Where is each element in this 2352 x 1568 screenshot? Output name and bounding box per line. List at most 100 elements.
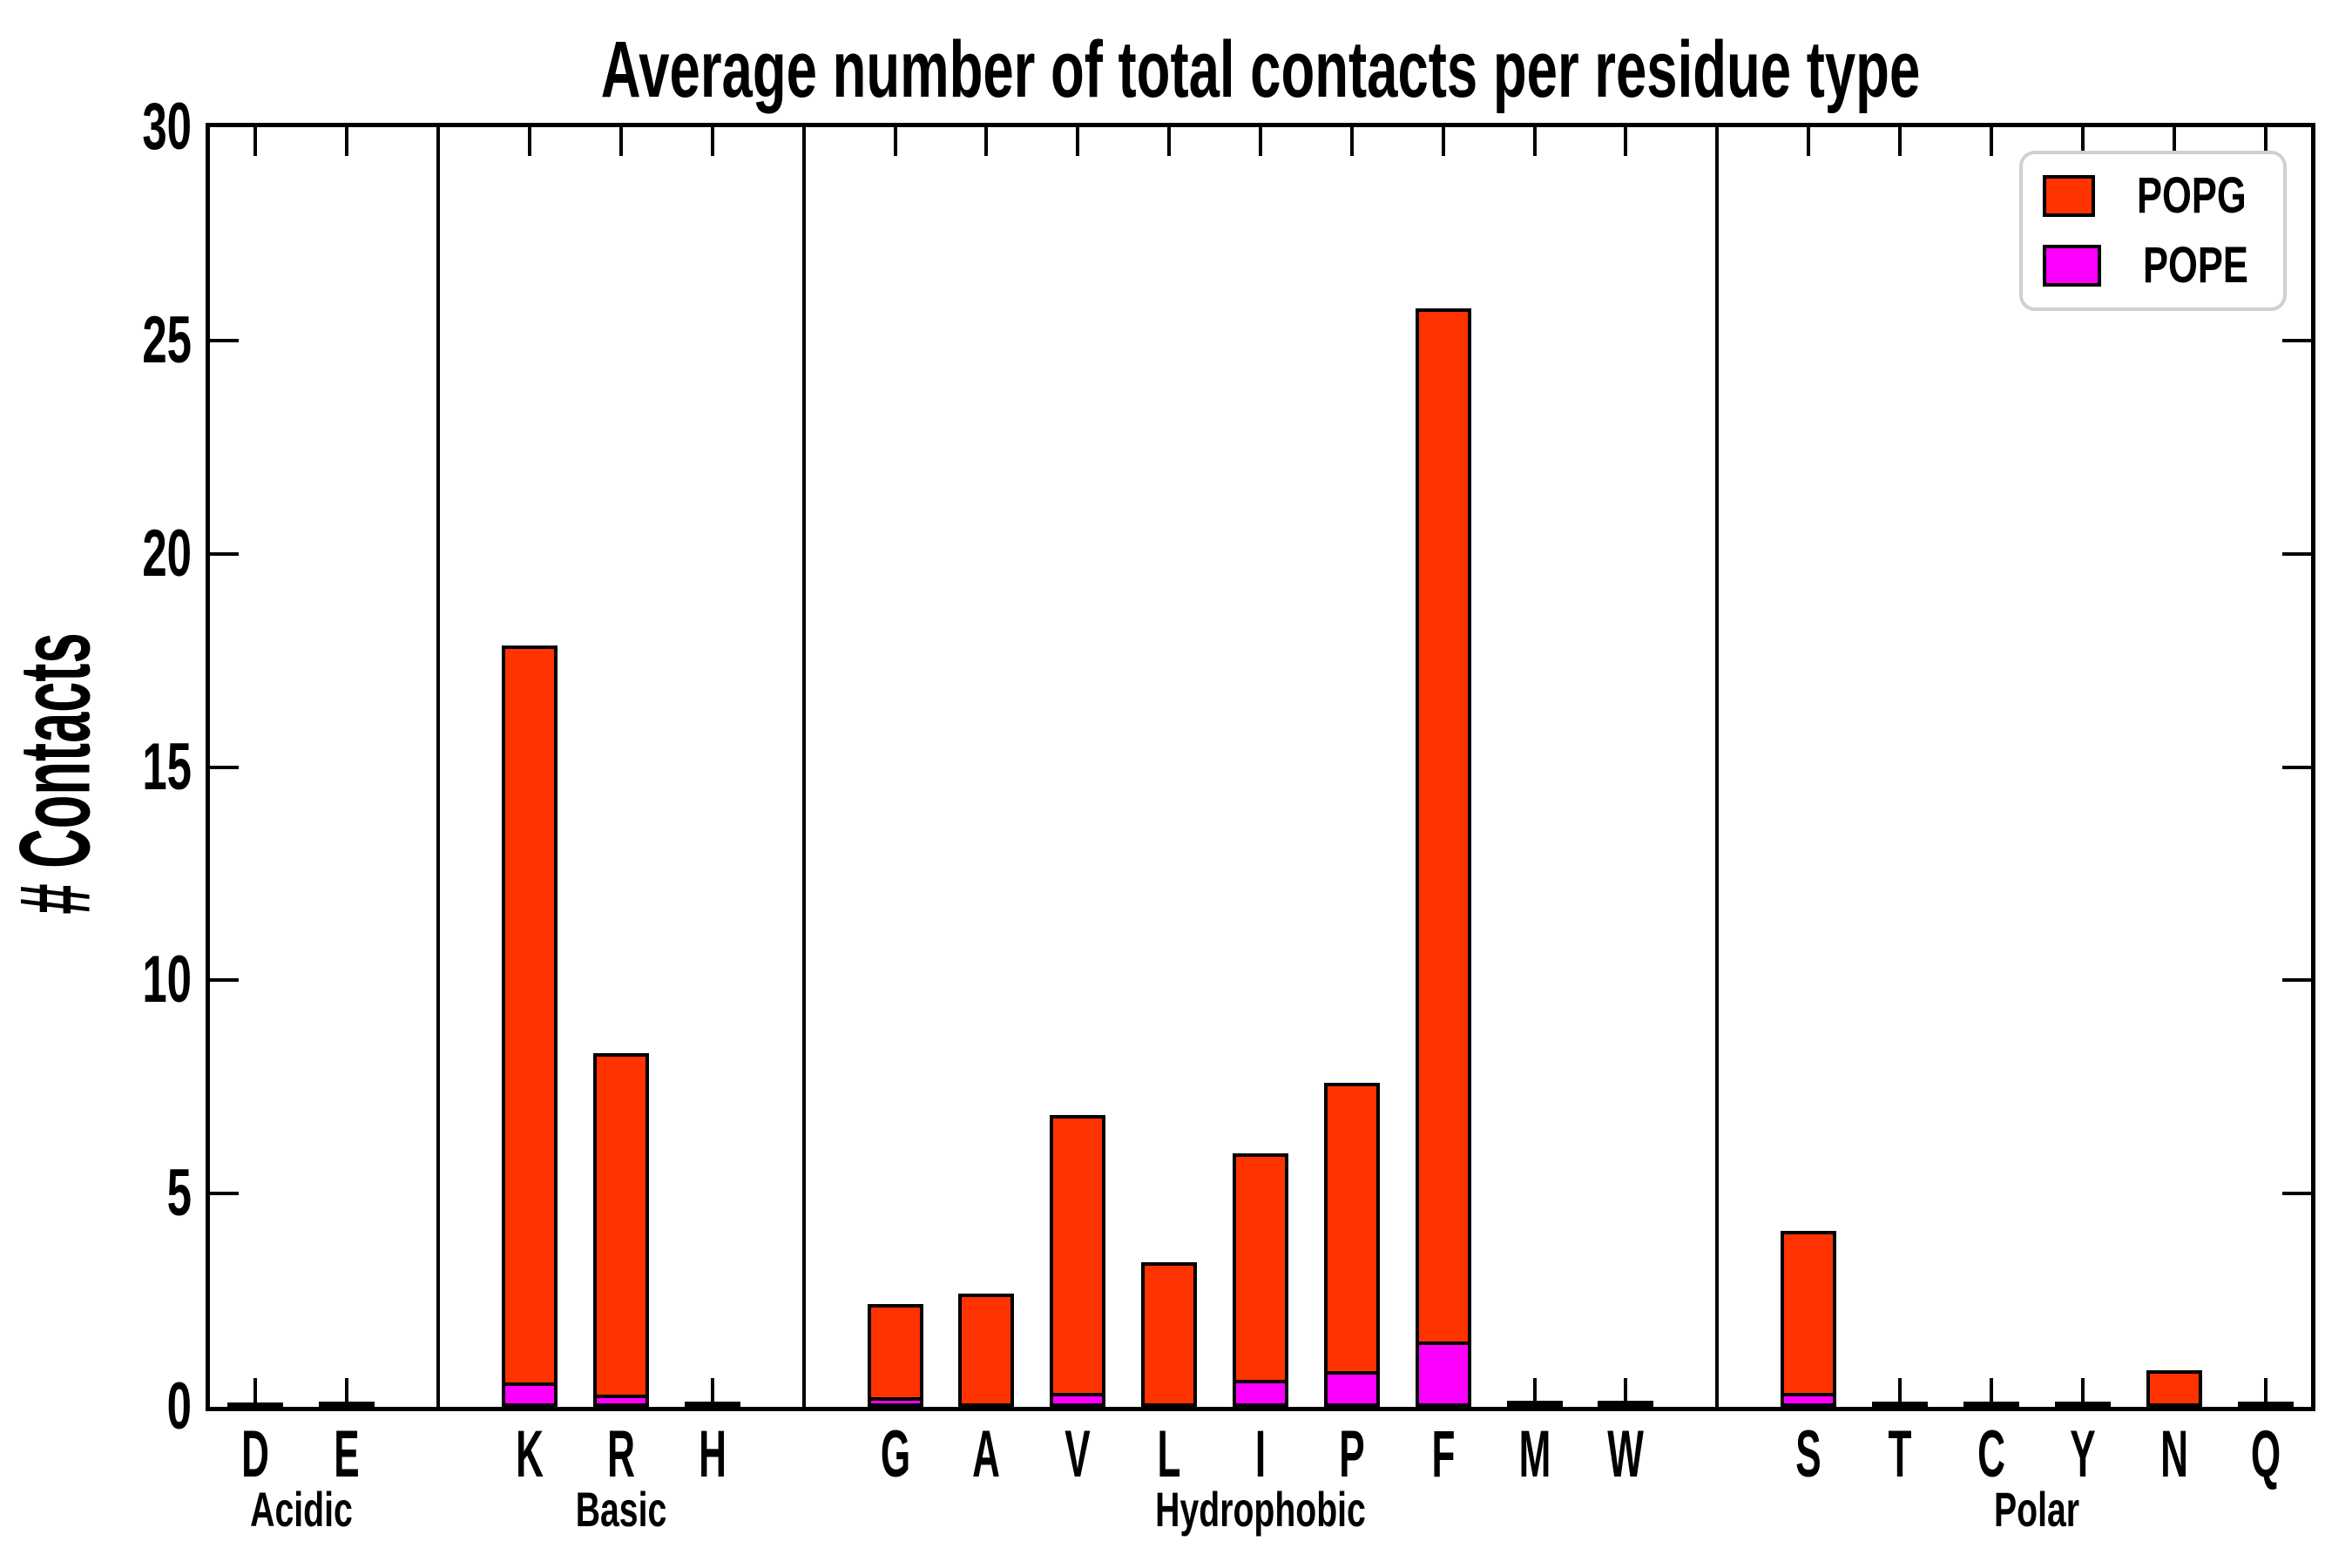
x-label-E: E	[334, 1417, 361, 1491]
x-label-A: A	[972, 1417, 1001, 1491]
y-tick-right-5	[2282, 1192, 2311, 1196]
bar-Y	[2054, 1401, 2111, 1407]
x-tick-top-N	[2172, 127, 2176, 156]
x-label-W: W	[1607, 1417, 1645, 1491]
x-label-P: P	[1339, 1417, 1365, 1491]
x-tick-top-C	[1989, 127, 1993, 156]
y-tick-right-20	[2282, 551, 2311, 556]
bar-S	[1781, 1231, 1837, 1407]
x-label-Y: Y	[2070, 1417, 2096, 1491]
x-tick-top-S	[1807, 127, 1811, 156]
pope-segment-I	[1236, 1380, 1285, 1403]
x-tick-top-F	[1441, 127, 1445, 156]
y-tick-label-10: 10	[142, 943, 192, 1017]
bar-F	[1415, 308, 1471, 1407]
bar-D	[227, 1402, 284, 1407]
bar-E	[319, 1402, 375, 1407]
bar-I	[1233, 1152, 1288, 1407]
x-label-L: L	[1157, 1417, 1181, 1491]
pope-segment-S	[1784, 1392, 1834, 1403]
group-label-polar: Polar	[1994, 1482, 2080, 1537]
y-tick-label-20: 20	[142, 516, 192, 591]
legend-entry-pope: POPE	[2023, 240, 2283, 291]
y-tick-right-15	[2282, 765, 2311, 769]
x-tick-top-K	[528, 127, 532, 156]
pope-swatch	[2043, 245, 2101, 287]
y-tick-left-25	[210, 338, 239, 342]
x-tick-top-Y	[2080, 127, 2085, 156]
bar-K	[502, 645, 558, 1407]
x-label-T: T	[1888, 1417, 1912, 1491]
group-divider-1	[436, 127, 441, 1407]
x-tick-bottom-M	[1532, 1378, 1537, 1407]
bar-T	[1872, 1402, 1929, 1407]
group-label-hydrophobic: Hydrophobic	[1155, 1482, 1366, 1537]
pope-segment-V	[1053, 1392, 1103, 1403]
x-label-S: S	[1795, 1417, 1821, 1491]
group-label-acidic: Acidic	[250, 1482, 353, 1537]
x-label-F: F	[1431, 1417, 1456, 1491]
x-tick-top-L	[1167, 127, 1172, 156]
bar-W	[1598, 1401, 1654, 1407]
bar-V	[1050, 1114, 1106, 1407]
pope-segment-R	[596, 1395, 645, 1403]
chart-title: Average number of total contacts per res…	[600, 25, 1921, 114]
group-label-basic: Basic	[575, 1482, 667, 1537]
x-tick-bottom-D	[253, 1378, 258, 1407]
x-tick-bottom-Y	[2080, 1378, 2085, 1407]
x-tick-top-P	[1349, 127, 1354, 156]
bar-G	[867, 1304, 923, 1407]
legend-label-popg: POPG	[2137, 167, 2247, 224]
y-tick-left-15	[210, 765, 239, 769]
pope-segment-F	[1418, 1342, 1468, 1403]
x-tick-bottom-T	[1898, 1378, 1903, 1407]
y-tick-left-10	[210, 978, 239, 983]
x-tick-top-R	[618, 127, 623, 156]
plot-area	[206, 123, 2315, 1411]
bar-Q	[2237, 1402, 2294, 1407]
bar-P	[1323, 1082, 1380, 1407]
x-tick-bottom-E	[345, 1378, 349, 1407]
group-divider-3	[1715, 127, 1720, 1407]
popg-swatch	[2043, 175, 2096, 217]
bar-N	[2146, 1370, 2202, 1407]
x-tick-top-I	[1259, 127, 1262, 156]
x-label-I: I	[1254, 1417, 1267, 1491]
x-label-Q: Q	[2250, 1417, 2281, 1491]
y-tick-right-25	[2282, 338, 2311, 342]
bar-H	[684, 1401, 740, 1407]
x-label-R: R	[606, 1417, 635, 1491]
x-label-N: N	[2159, 1417, 2188, 1491]
x-tick-top-A	[984, 127, 989, 156]
x-label-G: G	[880, 1417, 910, 1491]
pope-segment-P	[1327, 1371, 1376, 1403]
x-tick-top-Q	[2263, 127, 2268, 156]
x-tick-top-W	[1624, 127, 1628, 156]
x-tick-bottom-C	[1989, 1378, 1993, 1407]
x-tick-top-E	[345, 127, 349, 156]
legend-label-pope: POPE	[2142, 237, 2248, 294]
bar-R	[592, 1052, 649, 1407]
y-tick-label-25: 25	[142, 302, 192, 377]
y-tick-left-5	[210, 1192, 239, 1196]
y-tick-right-10	[2282, 978, 2311, 983]
x-label-C: C	[1977, 1417, 2005, 1491]
group-divider-2	[801, 127, 806, 1407]
x-label-H: H	[698, 1417, 727, 1491]
x-tick-top-G	[893, 127, 897, 156]
x-tick-top-D	[253, 127, 258, 156]
pope-segment-G	[870, 1396, 920, 1403]
x-label-K: K	[516, 1417, 544, 1491]
x-tick-bottom-H	[710, 1378, 714, 1407]
x-tick-top-T	[1898, 127, 1903, 156]
x-tick-top-H	[710, 127, 714, 156]
y-tick-label-15: 15	[142, 729, 192, 804]
bar-A	[958, 1294, 1015, 1407]
x-label-D: D	[241, 1417, 270, 1491]
y-tick-label-30: 30	[142, 90, 192, 164]
pope-segment-K	[505, 1382, 555, 1403]
bar-M	[1506, 1401, 1563, 1407]
x-tick-top-M	[1532, 127, 1537, 156]
bar-L	[1141, 1261, 1198, 1407]
